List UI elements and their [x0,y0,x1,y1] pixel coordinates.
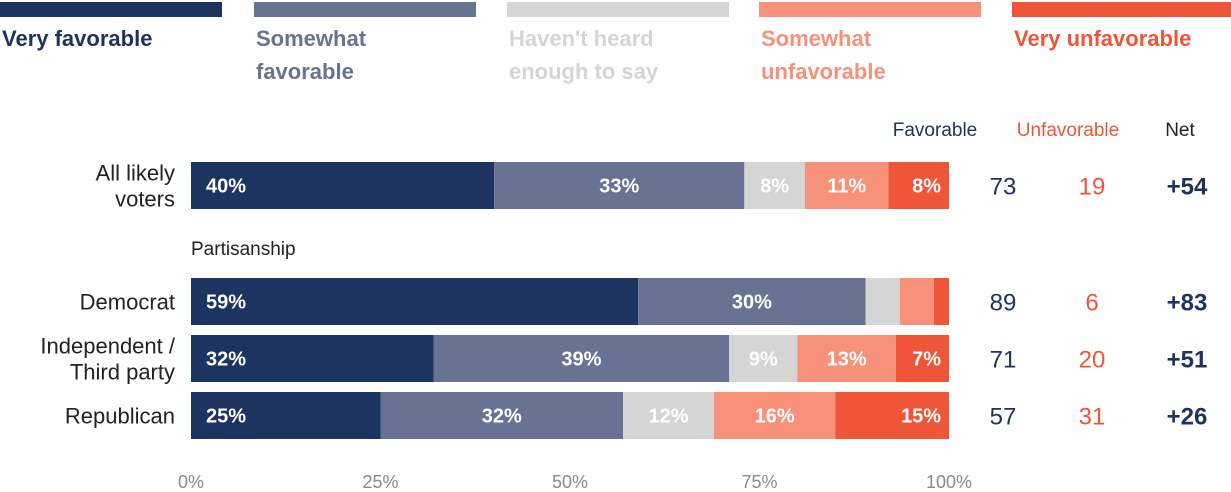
unfavorable-value: 6 [1085,290,1098,317]
unfavorable-value: 31 [1079,404,1106,431]
x-tick-label: 25% [362,472,398,492]
bar-segment-label-sf: 39% [561,349,601,371]
legend-swatch-sf [254,2,476,17]
bar-segment-su [797,335,896,382]
legend-label-vu: Very unfavorable [1014,26,1191,51]
bar-segment-nh [729,335,798,382]
bar-segment-label-vf: 32% [206,349,246,371]
favorable-value: 73 [990,174,1017,201]
bar-segment-label-vu: 15% [901,406,941,428]
bar-segment-label-vf: 59% [206,292,246,314]
favorable-value: 57 [990,404,1017,431]
bar-segment-vf [191,335,434,382]
bar-segment-label-vf: 40% [206,176,246,198]
x-tick-label: 0% [178,472,204,492]
bar-rows: All likely voters 40% 33% 8% 11% 8% 73 19 +54 Demo… [40,161,1208,439]
legend-label-su: Somewhat unfavorable [761,26,886,84]
group-label-partisanship: Partisanship [191,239,296,260]
unfavorable-column-header: Unfavorable [1017,120,1119,141]
bar-segment-label-vu: 8% [912,176,941,198]
favorable-value: 71 [990,347,1017,374]
bar-segment-label-nh: 12% [649,406,689,428]
bar-segment-sf [380,392,624,439]
bar-row: All likely voters 40% 33% 8% 11% 8% 73 19 +54 [96,161,1208,212]
bar-segment-su [804,162,889,209]
row-label: Republican [65,404,175,429]
x-tick-label: 75% [741,472,777,492]
legend-swatch-su [759,2,981,17]
bar-row: Independent / Third party 32% 39% 9% 13% 7% 71 2… [40,334,1207,385]
unfavorable-value: 20 [1079,347,1106,374]
bar-segment-su [714,392,836,439]
bar-segment-vf [191,392,381,439]
bar-segment-label-nh: 8% [760,176,789,198]
bar-segment-vu [933,278,949,325]
x-tick-label: 100% [926,472,972,492]
net-value: +83 [1167,290,1208,317]
bar-segment-label-sf: 33% [599,176,639,198]
bar-segment-sf [494,162,745,209]
favorable-value: 89 [990,290,1017,317]
bar-segment-label-sf: 32% [482,406,522,428]
bar-segment-label-vf: 25% [206,406,246,428]
bar-segment-vu [895,335,949,382]
bar-segment-label-nh: 9% [749,349,778,371]
legend-swatch-nh [507,2,729,17]
legend-swatch-vf [0,2,222,17]
bar-segment-su [899,278,934,325]
favorable-column-header: Favorable [893,120,978,141]
x-tick-label: 50% [552,472,588,492]
legend-label-sf: Somewhat favorable [256,26,367,84]
legend-label-nh: Haven't heard enough to say [509,26,659,84]
bar-segment-vf [191,278,639,325]
bar-segment-sf [638,278,866,325]
legend-label-vf: Very favorable [2,26,152,51]
bar-segment-vf [191,162,495,209]
bar-segment-sf [433,335,730,382]
bar-segment-nh [744,162,805,209]
net-column-header: Net [1165,120,1195,141]
net-value: +54 [1167,174,1208,201]
bar-segment-nh [623,392,715,439]
bar-segment-nh [865,278,900,325]
row-label: All likely voters [96,161,175,212]
x-axis-ticks: 0% 25% 50% 75% 100% [178,472,972,492]
row-label: Independent / Third party [40,334,175,385]
bar-segment-vu [888,162,949,209]
bar-segment-label-su: 16% [755,406,795,428]
bar-row: Democrat 59% 30% 89 6 +83 [80,278,1208,325]
bar-segment-label-su: 11% [827,176,866,198]
column-headers: Favorable Unfavorable Net [893,120,1196,141]
legend: Very favorable Somewhat favorable Haven't h… [0,2,1231,84]
bar-segment-label-su: 13% [827,349,867,371]
net-value: +51 [1167,347,1208,374]
unfavorable-value: 19 [1079,174,1106,201]
bar-segment-label-sf: 30% [732,292,772,314]
row-label: Democrat [80,290,175,315]
bar-segment-vu [835,392,949,439]
legend-swatch-vu [1012,2,1231,17]
bar-segment-label-vu: 7% [912,349,941,371]
bar-row: Republican 25% 32% 12% 16% 15% 57 31 +26 [65,392,1207,439]
net-value: +26 [1167,404,1208,431]
